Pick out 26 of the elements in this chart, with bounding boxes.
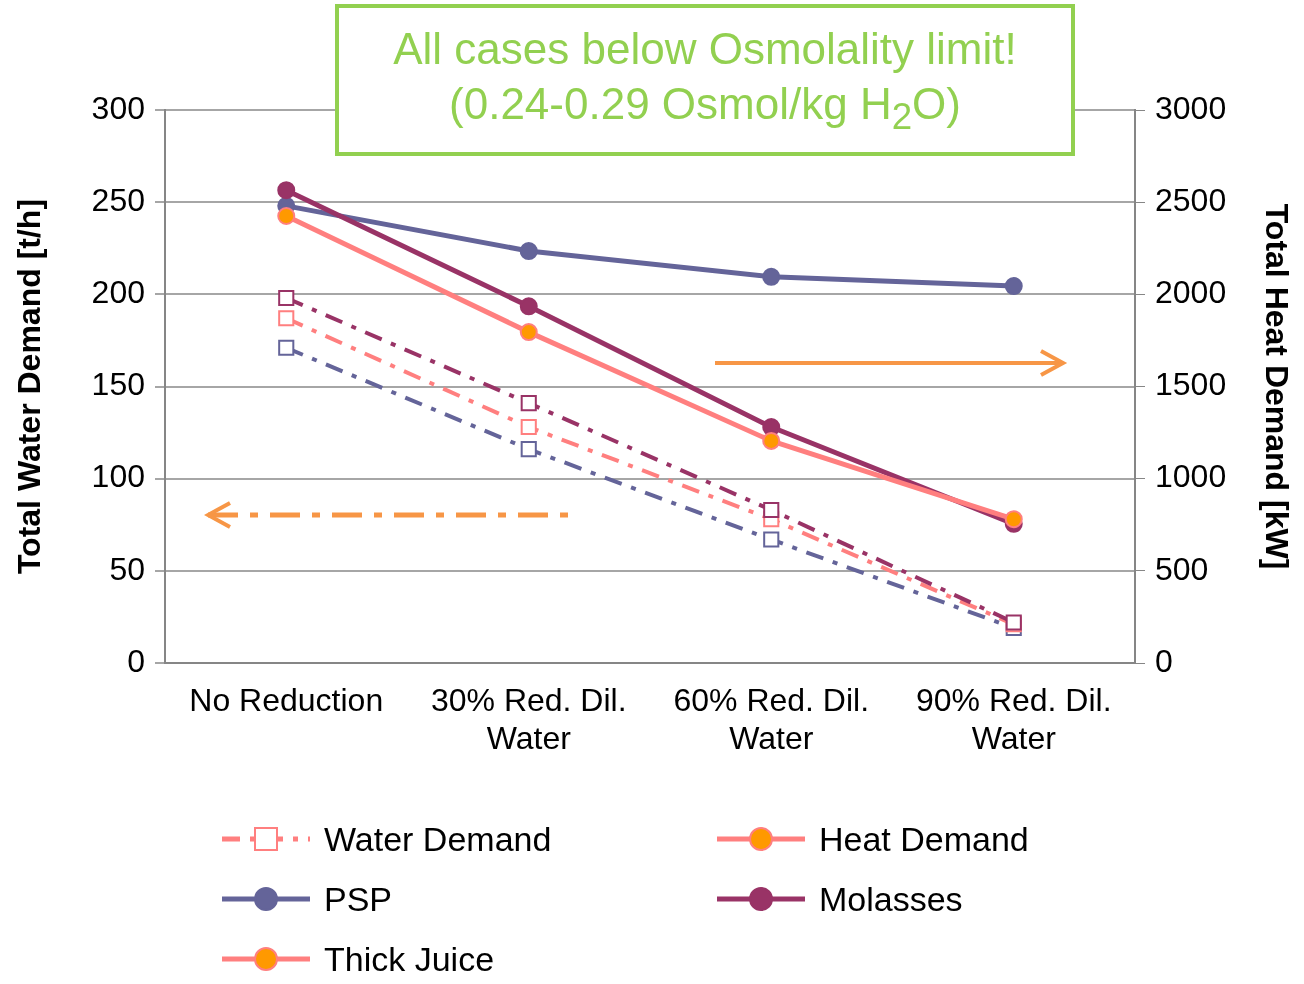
legend-label: Thick Juice — [324, 939, 495, 979]
y-axis-title: Total Water Demand [t/h] — [11, 198, 48, 575]
legend-label: Molasses — [819, 879, 963, 919]
y2-tick-label: 3000 — [1155, 89, 1227, 126]
x-tick-label: 90% Red. Dil. Water — [915, 682, 1112, 757]
y2-tick-label: 500 — [1155, 550, 1209, 587]
y-tick-label: 0 — [127, 642, 145, 679]
y-tick-label: 100 — [91, 458, 145, 495]
y-tick-label: 250 — [91, 181, 145, 218]
y2-tick-label: 1500 — [1155, 366, 1227, 403]
y-tick-label: 50 — [109, 550, 145, 587]
y2-tick-label: 2000 — [1155, 274, 1227, 311]
y-tick-label: 150 — [91, 366, 145, 403]
y2-axis-title: Total Heat Demand [kW] — [1258, 203, 1295, 570]
legend-label: Heat Demand — [819, 819, 1029, 859]
y-tick-label: 300 — [91, 89, 145, 126]
legend-label: PSP — [324, 879, 393, 919]
x-tick-label: No Reduction — [189, 682, 384, 719]
y2-tick-label: 0 — [1155, 642, 1173, 679]
chart-title: All cases below Osmolality limit! (0.24-0.29 Osmol/kg H$_{2}$O) — [392, 22, 1018, 139]
legend-label: Water Demand — [324, 819, 552, 859]
y-tick-label: 200 — [91, 274, 145, 311]
y2-tick-label: 1000 — [1155, 458, 1227, 495]
y2-tick-label: 2500 — [1155, 181, 1227, 218]
x-tick-label: 30% Red. Dil. Water — [430, 682, 627, 757]
x-tick-label: 60% Red. Dil. Water — [673, 682, 870, 757]
